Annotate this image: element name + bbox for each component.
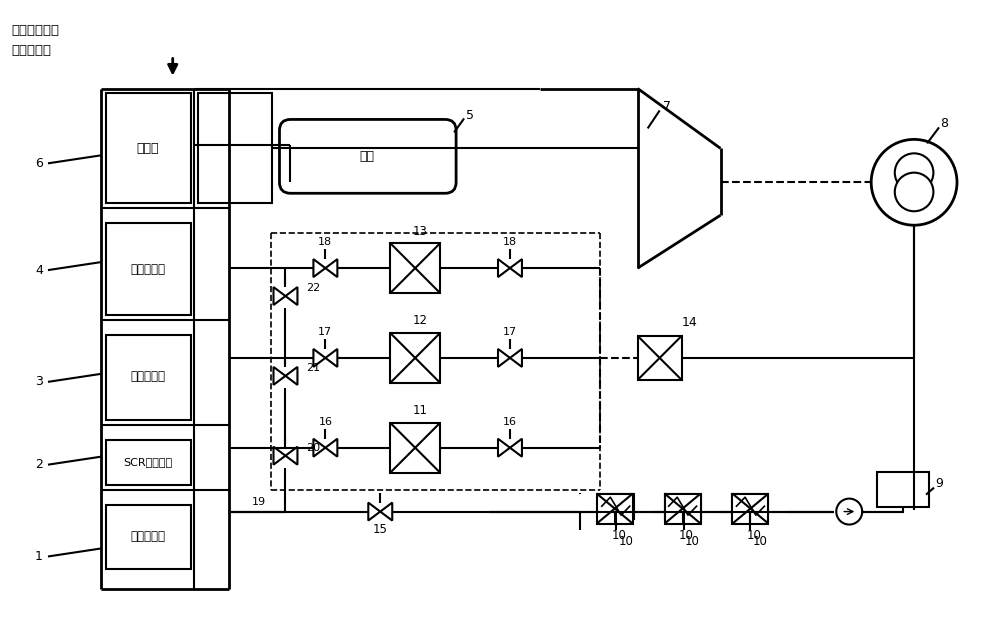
Polygon shape [380, 503, 392, 521]
Circle shape [836, 499, 862, 524]
Text: 3: 3 [35, 375, 43, 389]
Polygon shape [313, 349, 325, 367]
Polygon shape [510, 439, 522, 457]
Text: 2: 2 [35, 458, 43, 471]
Text: 19: 19 [251, 496, 266, 507]
Text: 锅筒: 锅筒 [360, 150, 375, 163]
Circle shape [871, 139, 957, 225]
Polygon shape [498, 349, 510, 367]
Polygon shape [510, 349, 522, 367]
Text: 13: 13 [413, 225, 428, 238]
Text: 15: 15 [373, 523, 388, 536]
Polygon shape [510, 259, 522, 277]
Bar [665, 494, 701, 524]
Text: 6: 6 [35, 157, 43, 170]
Polygon shape [498, 259, 510, 277]
Text: 4: 4 [35, 263, 43, 277]
Polygon shape [273, 447, 285, 464]
Text: 10: 10 [679, 529, 694, 542]
Bar [390, 333, 440, 383]
Bar [732, 494, 768, 519]
Circle shape [895, 153, 933, 192]
Text: 11: 11 [413, 404, 428, 417]
Text: 低温省煤器: 低温省煤器 [130, 371, 165, 383]
Text: 10: 10 [685, 535, 700, 548]
Polygon shape [368, 503, 380, 521]
Text: 18: 18 [318, 237, 332, 247]
Text: 8: 8 [940, 117, 948, 130]
Bar [106, 223, 191, 315]
Text: 10: 10 [753, 535, 768, 548]
Text: 10: 10 [618, 535, 633, 548]
Text: 22: 22 [306, 283, 321, 293]
Polygon shape [325, 259, 337, 277]
Bar [198, 94, 272, 204]
Bar [877, 471, 929, 507]
Text: 热烟气流向: 热烟气流向 [11, 44, 51, 57]
Text: 过热器: 过热器 [137, 142, 159, 155]
Bar [597, 494, 633, 524]
Text: 锅炉尾部烟道: 锅炉尾部烟道 [11, 24, 59, 37]
Polygon shape [285, 367, 297, 385]
Text: 10: 10 [611, 529, 626, 542]
Text: SCR脱硝系统: SCR脱硝系统 [123, 457, 172, 466]
Text: 14: 14 [682, 316, 697, 329]
Polygon shape [273, 287, 285, 305]
Text: 18: 18 [503, 237, 517, 247]
Bar [390, 243, 440, 293]
Bar [106, 505, 191, 570]
Text: 20: 20 [306, 443, 320, 453]
Polygon shape [285, 447, 297, 464]
Text: 21: 21 [306, 363, 320, 373]
Text: 5: 5 [466, 109, 474, 122]
Text: 17: 17 [503, 327, 517, 337]
Bar [106, 94, 191, 204]
Polygon shape [285, 287, 297, 305]
Polygon shape [325, 439, 337, 457]
Text: 7: 7 [663, 100, 671, 113]
Text: 空气预热器: 空气预热器 [130, 530, 165, 543]
Bar [106, 335, 191, 420]
Bar [665, 494, 701, 519]
Bar [732, 494, 768, 524]
Polygon shape [313, 439, 325, 457]
Polygon shape [498, 439, 510, 457]
Text: 9: 9 [935, 477, 943, 490]
Bar [390, 423, 440, 473]
Bar [106, 440, 191, 485]
Text: 16: 16 [503, 417, 517, 427]
Text: 17: 17 [318, 327, 332, 337]
Bar [598, 494, 634, 519]
FancyBboxPatch shape [279, 119, 456, 193]
Text: 1: 1 [35, 550, 43, 563]
Polygon shape [325, 349, 337, 367]
Bar [638, 336, 682, 380]
Text: 16: 16 [318, 417, 332, 427]
Circle shape [895, 173, 933, 211]
Text: 10: 10 [747, 529, 762, 542]
Text: 12: 12 [413, 315, 428, 327]
Polygon shape [313, 259, 325, 277]
Polygon shape [273, 367, 285, 385]
Text: 高温省煤器: 高温省煤器 [130, 263, 165, 276]
